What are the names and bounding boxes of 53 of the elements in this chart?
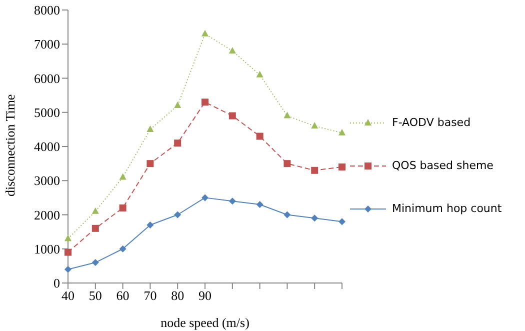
point	[64, 248, 72, 256]
point	[146, 160, 154, 168]
point	[311, 122, 318, 129]
point	[256, 70, 264, 78]
point	[311, 166, 318, 174]
point	[311, 214, 318, 222]
y-tick-label: 8000	[34, 2, 60, 18]
x-tick-label: 70	[144, 288, 157, 304]
point	[256, 132, 264, 140]
point	[64, 234, 72, 242]
point	[284, 112, 291, 118]
y-tick-label: 7000	[34, 36, 60, 52]
point	[228, 112, 236, 120]
point	[228, 198, 236, 205]
point	[338, 128, 346, 136]
y-tick-label: 3000	[34, 173, 60, 188]
point	[202, 98, 208, 106]
legend-label: QOS based sheme	[392, 159, 494, 172]
y-tick-label: 1000	[34, 241, 60, 256]
x-axis-title: node speed (m/s)	[160, 315, 250, 330]
point	[174, 211, 182, 218]
y-tick-label: 0	[54, 276, 60, 291]
point	[256, 201, 264, 208]
x-tick-label: 40	[62, 288, 74, 304]
y-tick-label: 6000	[34, 70, 60, 86]
x-tick-label: 50	[88, 288, 102, 304]
point	[119, 204, 126, 212]
y-tick-label: 4000	[34, 139, 60, 154]
point	[284, 160, 291, 168]
point	[146, 125, 154, 132]
y-tick-label: 5000	[34, 104, 60, 120]
point	[202, 30, 208, 36]
point	[92, 207, 99, 214]
point	[92, 224, 99, 232]
x-tick-label: 80	[171, 288, 184, 304]
point	[92, 259, 99, 266]
point	[64, 266, 72, 273]
x-tick-label: 60	[116, 288, 130, 304]
point	[338, 218, 346, 226]
point	[228, 46, 236, 54]
point	[338, 163, 346, 170]
y-axis-title: disconnection Time	[2, 94, 18, 196]
legend-label: F-AODV based	[392, 116, 471, 129]
point	[146, 221, 154, 228]
point	[284, 211, 291, 218]
point	[119, 245, 126, 252]
legend-label: Minimum hop count	[392, 202, 502, 215]
point	[202, 194, 208, 202]
y-tick-label: 2000	[34, 207, 60, 222]
point	[119, 173, 126, 180]
point	[174, 140, 182, 147]
point	[174, 102, 182, 108]
x-tick-label: 90	[198, 288, 212, 304]
